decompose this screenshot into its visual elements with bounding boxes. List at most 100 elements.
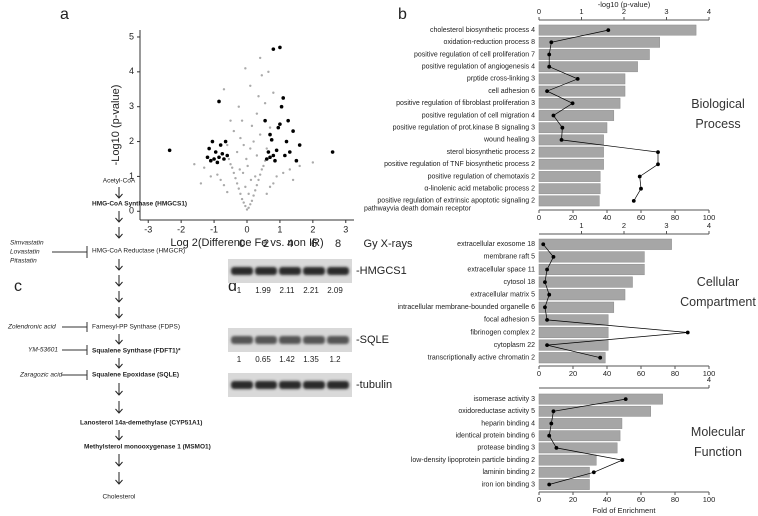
point <box>247 206 250 209</box>
x2-tick-label: 3 <box>664 221 668 230</box>
point <box>239 192 242 196</box>
dose: 8 <box>335 238 341 250</box>
arrow <box>115 472 123 485</box>
x-tick-label: 80 <box>671 495 679 504</box>
x-axis-label: Log 2(Difference Fe vs. non IR) <box>170 237 323 249</box>
band <box>255 336 277 344</box>
point <box>252 194 255 197</box>
point <box>250 124 254 128</box>
pathway-step: Squalene Synthase (FDFT1)* <box>92 348 181 355</box>
dose-label: Gy X-rays <box>364 238 413 250</box>
dose: 2 <box>263 238 269 250</box>
point <box>235 150 239 154</box>
line-point <box>543 280 547 284</box>
point <box>267 70 270 74</box>
point <box>203 166 206 169</box>
bar <box>538 263 645 276</box>
point <box>264 157 269 161</box>
line-point <box>551 255 556 259</box>
panel-label: b <box>398 6 407 23</box>
bar <box>538 479 590 490</box>
x-tick-label: 100 <box>703 495 716 504</box>
x2-tick-label: 0 <box>537 7 541 16</box>
inhibitor: Zolendronic acid <box>7 324 56 331</box>
point <box>268 126 272 129</box>
category-label: positive regulation of cell proliferatio… <box>414 51 535 58</box>
line-point <box>547 433 552 438</box>
band-quantity: 1 <box>237 355 242 364</box>
point <box>217 99 221 104</box>
band <box>255 381 277 389</box>
x-tick-label: 80 <box>671 213 679 222</box>
point <box>234 176 237 180</box>
western-blot: 0 2 4 6 8 Gy X-rays -HMGCS1 1 1.99 2.11 2.21 2.09… <box>228 238 413 397</box>
line-point <box>541 242 546 247</box>
line-point <box>560 125 565 130</box>
point <box>271 153 276 158</box>
line-point <box>570 101 575 106</box>
line-point <box>551 113 556 118</box>
point <box>265 147 268 150</box>
point <box>216 173 219 176</box>
point <box>227 157 231 161</box>
band <box>231 336 253 344</box>
category-label: identical protein binding 6 <box>456 433 535 440</box>
category-label: cholesterol biosynthetic process 4 <box>430 27 535 34</box>
category-label: laminin binding 2 <box>482 469 535 476</box>
bar <box>538 238 672 250</box>
x-tick-label: 40 <box>603 369 611 378</box>
x-tick-label: 60 <box>637 369 645 378</box>
point <box>215 160 220 165</box>
point <box>229 119 232 122</box>
pathway-arrows <box>115 187 123 485</box>
x2-tick-label: 4 <box>707 221 711 230</box>
point <box>268 185 272 189</box>
category-title: Biological Process <box>691 97 745 131</box>
point <box>209 175 212 178</box>
band-quantity: 1 <box>237 286 242 295</box>
x-tick-label: -3 <box>144 224 152 234</box>
line-point <box>547 64 552 69</box>
category-label: cytoplasm 22 <box>494 342 535 349</box>
point <box>254 175 257 178</box>
y-tick-label: 0 <box>129 206 134 216</box>
bar <box>538 73 626 85</box>
band <box>279 267 301 275</box>
panel-label: a <box>60 6 69 23</box>
band <box>279 381 301 389</box>
point <box>222 88 226 91</box>
x-tick-label: 3 <box>343 224 348 234</box>
line-point <box>545 267 549 272</box>
x-axis-label: Fold of Enrichment <box>593 506 657 515</box>
x-tick-label: 20 <box>569 495 577 504</box>
bar <box>538 314 609 326</box>
band <box>255 267 277 275</box>
point <box>249 147 252 150</box>
category-label: wound healing 3 <box>483 137 535 144</box>
point <box>213 150 218 154</box>
band-quantity: 1.42 <box>279 355 295 364</box>
line <box>542 244 688 359</box>
category-label: oxidoreductase activity 5 <box>458 408 535 415</box>
x-tick-label: 40 <box>603 495 611 504</box>
line-point <box>559 138 564 142</box>
point <box>255 183 259 187</box>
band-quantity: 1.2 <box>329 355 341 364</box>
point <box>288 150 292 154</box>
bar <box>538 301 615 313</box>
y-axis-label: -Log10 (p-value) <box>110 85 122 166</box>
category-label: positive regulation of TNF biosynthetic … <box>384 161 535 168</box>
category-label: positive regulation of fibroblast prolif… <box>396 100 535 107</box>
point <box>257 178 260 182</box>
band <box>303 336 325 344</box>
inhibitor: Lovastatin <box>10 249 40 256</box>
dose: 0 <box>239 238 245 250</box>
point <box>254 189 257 192</box>
bar <box>538 61 638 73</box>
bar <box>538 289 626 301</box>
category-label: cytosol 18 <box>503 279 535 286</box>
arrow <box>115 358 123 369</box>
line-point <box>575 77 580 81</box>
point <box>263 118 267 123</box>
